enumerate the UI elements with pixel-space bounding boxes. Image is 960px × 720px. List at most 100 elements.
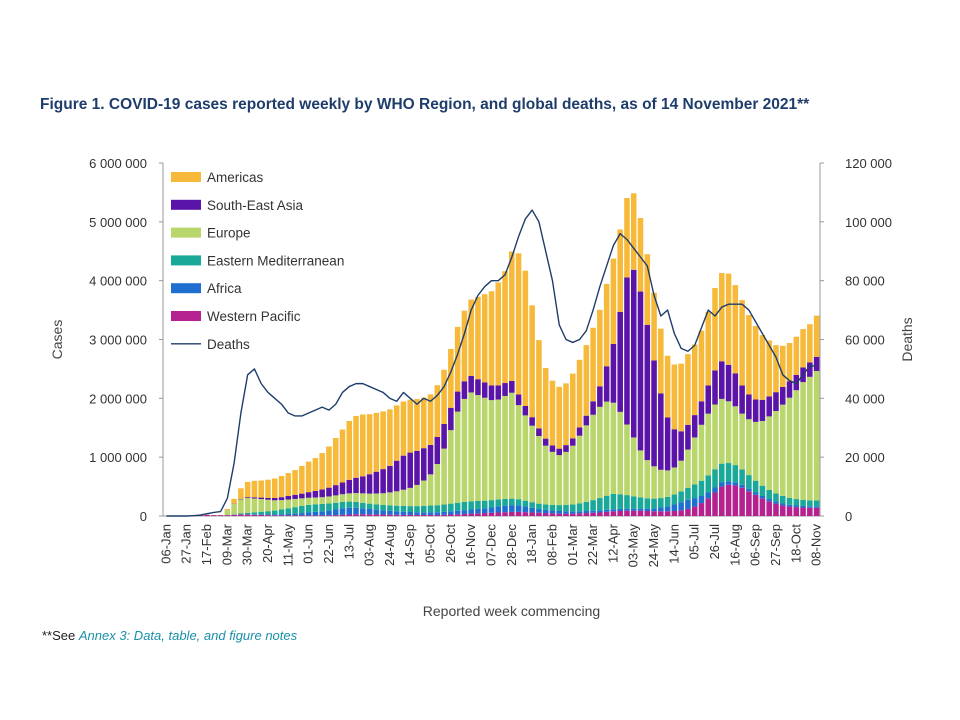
bar-segment-africa [387, 510, 393, 515]
bar-segment-americas [630, 193, 637, 270]
bar-segment-western-pacific [793, 507, 800, 516]
bar-segment-africa [719, 482, 725, 487]
bar-segment-western-pacific [664, 511, 671, 516]
x-tick-label: 01-Mar [565, 523, 580, 565]
bar-segment-south-east-asia [326, 487, 332, 497]
bar-segment-western-pacific [630, 510, 637, 516]
bar-segment-eastern-mediterranean [244, 512, 251, 515]
bar-segment-europe [786, 397, 793, 498]
bar-segment-western-pacific [658, 511, 664, 516]
bar-segment-western-pacific [468, 513, 474, 516]
bar-segment-africa [698, 496, 705, 504]
bar-segment-americas [387, 409, 393, 466]
bar-segment-south-east-asia [448, 407, 454, 431]
bar-segment-eastern-mediterranean [353, 501, 359, 508]
bar-segment-americas [258, 480, 264, 498]
bar-segment-western-pacific [637, 510, 644, 516]
bar-segment-western-pacific [373, 514, 380, 516]
bar-segment-eastern-mediterranean [691, 484, 698, 499]
bar-segment-africa [793, 505, 800, 508]
bar-segment-europe [732, 406, 739, 466]
bar-segment-americas [495, 282, 502, 386]
bar-segment-eastern-mediterranean [644, 498, 651, 509]
footnote: **See Annex 3: Data, table, and figure n… [42, 628, 297, 643]
bar-segment-eastern-mediterranean [515, 499, 522, 506]
bar-segment-americas [556, 386, 562, 449]
bar-segment-americas [265, 479, 271, 498]
bar-segment-europe [542, 445, 549, 505]
bar-segment-europe [793, 390, 800, 500]
bar-segment-south-east-asia [759, 399, 766, 421]
bar-segment-africa [454, 510, 461, 515]
x-tick-label: 24-May [646, 524, 661, 568]
bar-segment-eastern-mediterranean [366, 503, 373, 509]
bar-segment-eastern-mediterranean [800, 499, 806, 506]
bar-segment-europe [671, 467, 678, 495]
bar-segment-europe [529, 425, 535, 503]
bar-segment-western-pacific [529, 512, 535, 516]
bar-segment-africa [766, 499, 772, 502]
bar-segment-eastern-mediterranean [265, 511, 271, 515]
bar-segment-eastern-mediterranean [393, 505, 400, 512]
bar-segment-south-east-asia [529, 417, 535, 426]
y2-tick-label: 60 000 [845, 333, 885, 348]
bar-segment-eastern-mediterranean [299, 506, 305, 514]
legend-label: South-East Asia [207, 198, 304, 213]
bar-segment-africa [292, 513, 298, 516]
bar-segment-europe [265, 499, 271, 512]
bar-segment-africa [712, 487, 718, 493]
bar-segment-western-pacific [515, 511, 522, 516]
x-tick-label: 03-May [626, 524, 641, 568]
legend-label: Eastern Mediterranean [207, 253, 344, 268]
bar-segment-western-pacific [759, 498, 766, 516]
bar-segment-south-east-asia [732, 373, 739, 407]
bar-segment-americas [332, 438, 339, 486]
bar-segment-south-east-asia [481, 382, 488, 398]
bar-segment-eastern-mediterranean [630, 496, 637, 509]
bar-segment-western-pacific [231, 514, 237, 516]
bar-segment-americas [698, 330, 705, 402]
bar-segment-americas [461, 310, 468, 382]
bar-segment-americas [346, 420, 353, 480]
bar-segment-europe [712, 404, 718, 470]
bar-segment-western-pacific [773, 503, 779, 516]
bar-segment-western-pacific [204, 514, 210, 516]
bar-segment-africa [658, 507, 664, 512]
x-tick-label: 28-Dec [504, 524, 519, 566]
bar-segment-europe [698, 424, 705, 481]
bar-segment-south-east-asia [441, 423, 447, 449]
bar-segment-americas [813, 315, 820, 357]
bar-segment-south-east-asia [332, 485, 339, 496]
bar-segment-europe [658, 469, 664, 499]
bar-segment-eastern-mediterranean [319, 503, 325, 512]
bar-segment-europe [258, 499, 264, 512]
bar-segment-americas [691, 344, 698, 416]
bar-segment-americas [732, 285, 739, 374]
bar-segment-americas [393, 405, 400, 461]
bar-segment-americas [285, 473, 292, 496]
bar-segment-western-pacific [475, 513, 481, 516]
bar-segment-europe [339, 494, 346, 502]
bar-segment-americas [278, 475, 285, 498]
bar-segment-western-pacific [217, 515, 224, 516]
bar-segment-africa [685, 499, 691, 509]
annex-link[interactable]: Annex 3: Data, table, and figure notes [78, 628, 298, 643]
bar-segment-americas [759, 335, 766, 400]
bar-segment-americas [685, 354, 691, 425]
bar-segment-americas [502, 271, 508, 384]
bar-segment-europe [326, 496, 332, 504]
bar-segment-europe [393, 491, 400, 506]
bar-segment-europe [522, 415, 529, 501]
bar-segment-south-east-asia [597, 386, 603, 407]
bar-segment-south-east-asia [373, 471, 380, 494]
bar-segment-eastern-mediterranean [576, 503, 583, 512]
bar-segment-eastern-mediterranean [468, 501, 474, 510]
bar-segment-south-east-asia [644, 324, 651, 461]
bar-segment-western-pacific [414, 514, 420, 516]
bar-segment-western-pacific [691, 506, 698, 516]
bar-segment-americas [522, 270, 529, 406]
bar-segment-eastern-mediterranean [529, 502, 535, 508]
bar-segment-western-pacific [258, 514, 264, 516]
x-tick-label: 26-Oct [443, 524, 458, 563]
bar-segment-western-pacific [495, 512, 502, 516]
